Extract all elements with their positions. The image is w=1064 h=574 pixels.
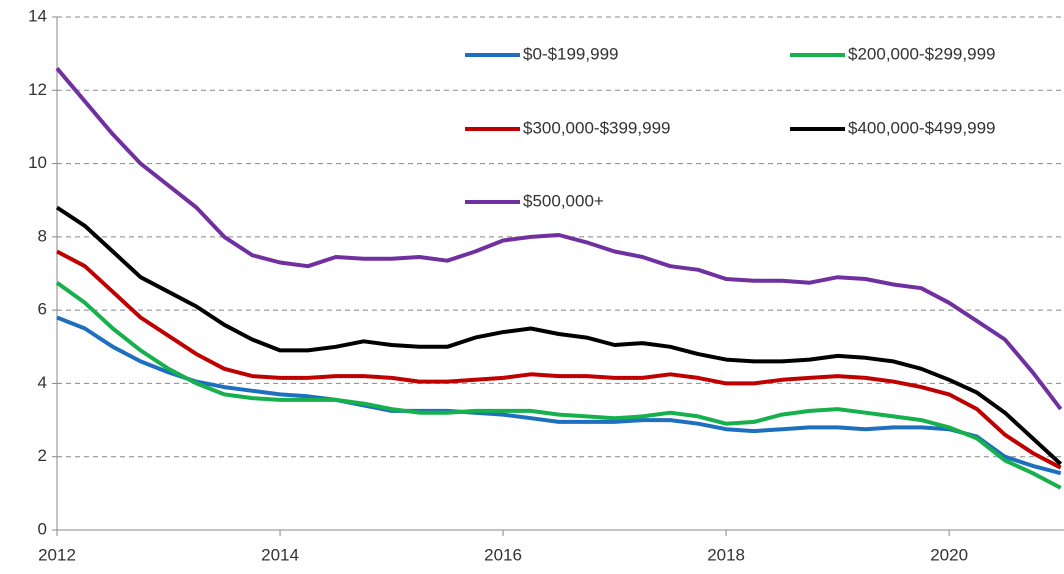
x-tick-label: 2018	[707, 545, 745, 564]
y-tick-label: 10	[28, 153, 47, 172]
series-line	[55, 281, 1062, 490]
series-line	[56, 249, 1062, 470]
y-tick-label: 2	[38, 446, 47, 465]
y-tick-label: 12	[28, 80, 47, 99]
y-tick-label: 4	[38, 373, 47, 392]
series-line	[55, 67, 1063, 411]
legend-label: $0-$199,999	[523, 44, 618, 63]
y-tick-label: 6	[38, 300, 47, 319]
legend-label: $300,000-$399,999	[523, 118, 670, 137]
legend-label: $500,000+	[523, 191, 604, 210]
x-tick-label: 2014	[261, 545, 299, 564]
y-tick-label: 0	[38, 519, 47, 538]
y-tick-label: 14	[28, 6, 47, 25]
series-line	[56, 315, 1062, 476]
legend-label: $200,000-$299,999	[848, 44, 995, 63]
x-tick-label: 2012	[38, 545, 76, 564]
y-tick-label: 8	[38, 226, 47, 245]
x-tick-label: 2020	[930, 545, 968, 564]
series-line	[55, 205, 1063, 466]
x-tick-label: 2016	[484, 545, 522, 564]
legend-label: $400,000-$499,999	[848, 118, 995, 137]
